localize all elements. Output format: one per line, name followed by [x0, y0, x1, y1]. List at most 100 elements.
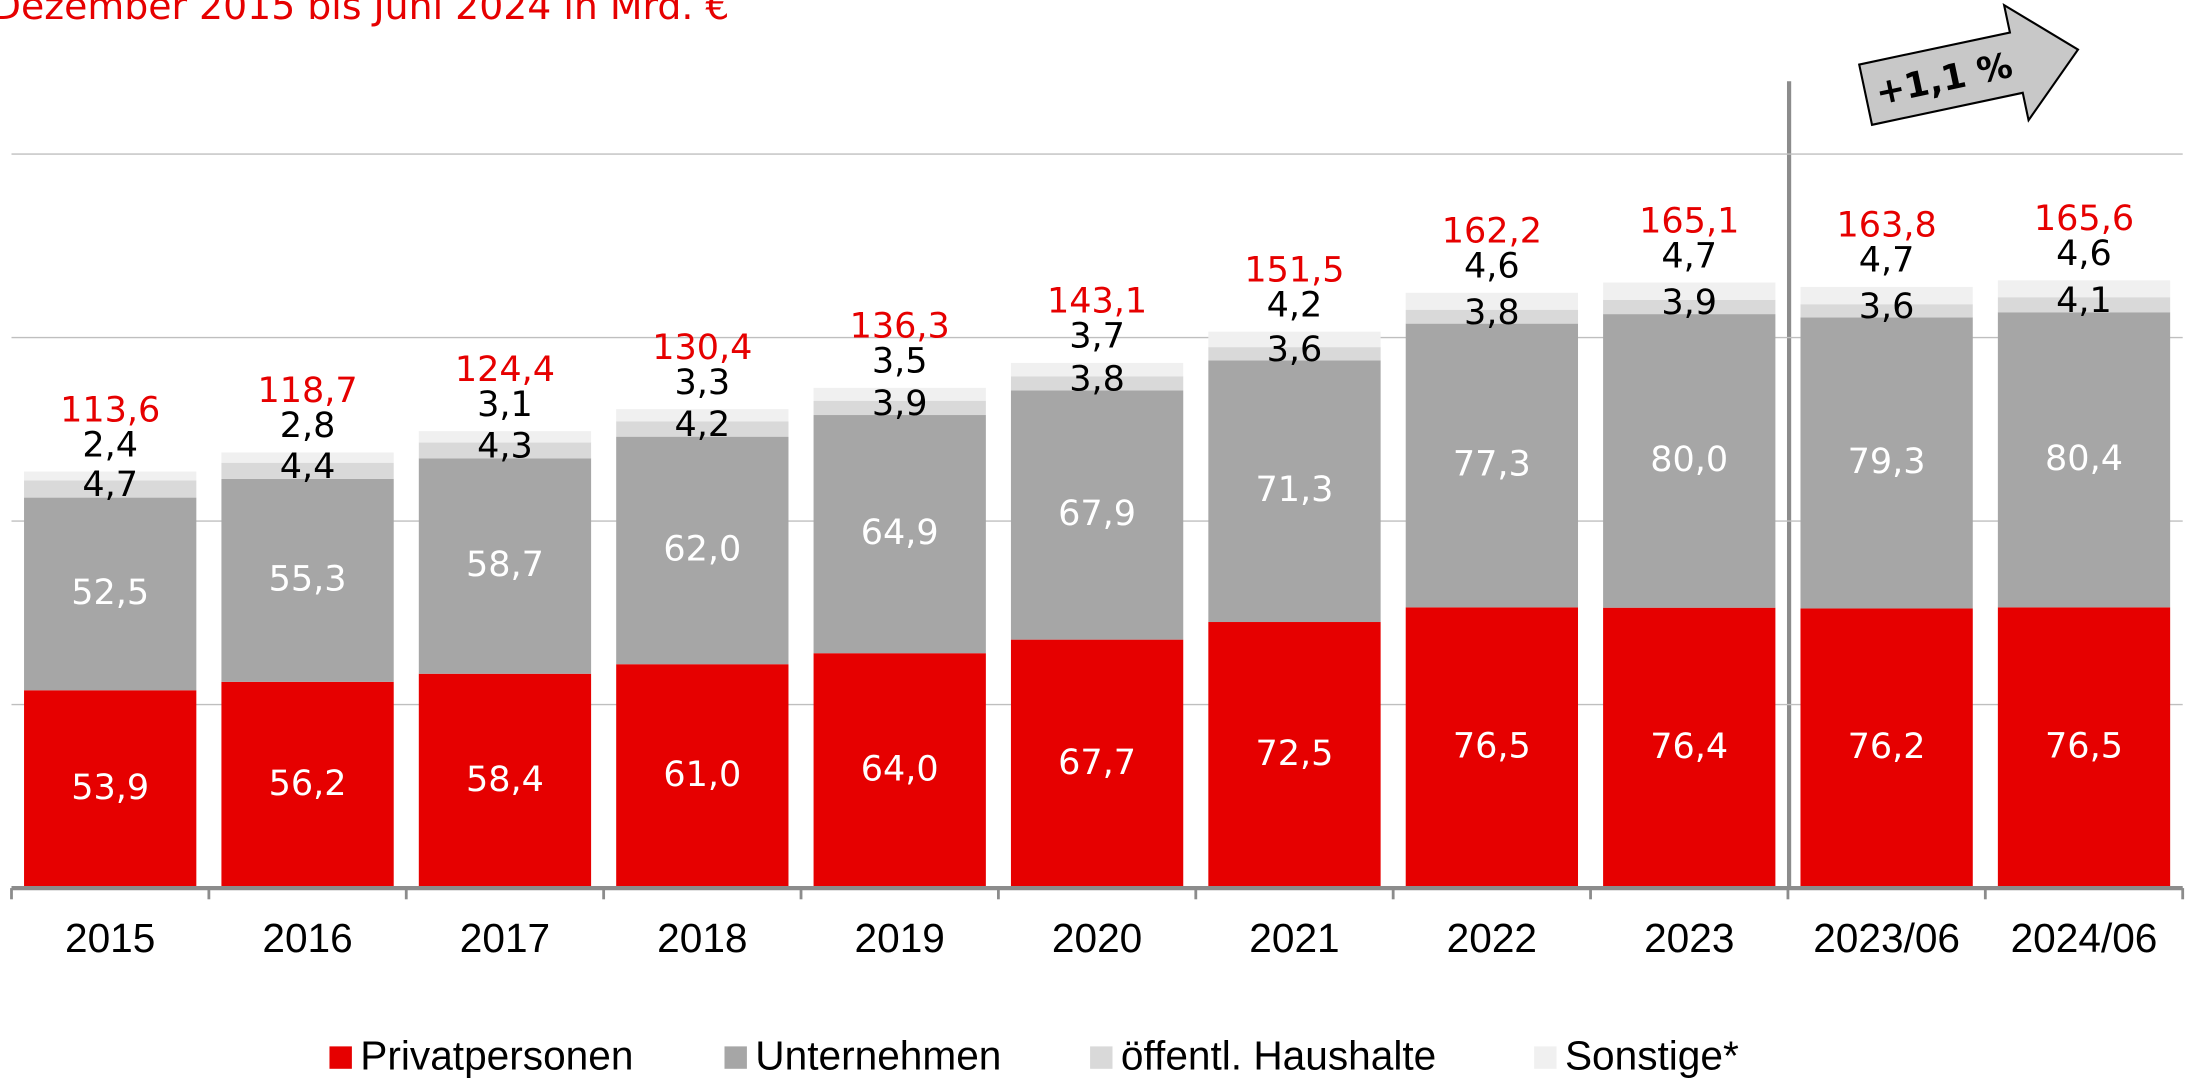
bar-segment [616, 664, 789, 889]
total-label: 165,1 [1639, 201, 1739, 241]
value-label: 72,5 [1256, 734, 1334, 774]
bar-segment [1208, 347, 1381, 361]
total-label: 118,7 [257, 371, 357, 411]
value-label: 4,6 [2056, 234, 2112, 274]
total-label: 113,6 [60, 390, 160, 430]
value-label: 3,1 [477, 385, 533, 425]
value-label: 53,9 [71, 768, 149, 808]
bar-segment [1405, 323, 1579, 608]
value-label: 4,7 [82, 465, 138, 505]
value-label: 4,2 [1267, 286, 1323, 326]
value-label: 76,5 [1453, 727, 1531, 767]
value-label: 4,4 [280, 447, 336, 487]
bar-segment [24, 480, 197, 498]
bar-segment [813, 415, 986, 654]
bar-segment [1010, 362, 1184, 377]
value-label: 71,3 [1256, 470, 1334, 510]
bar-segment [1405, 607, 1579, 889]
chart-subtitle: Dezember 2015 bis Juni 2024 in Mrd. € [0, 0, 729, 28]
bar-segment [1208, 360, 1381, 623]
legend-swatch [1090, 1046, 1113, 1069]
bar-segment [1208, 622, 1381, 889]
x-tick-label: 2020 [1052, 915, 1142, 961]
value-label: 67,9 [1058, 494, 1136, 534]
value-label: 56,2 [269, 764, 347, 804]
x-tick-label: 2015 [65, 915, 155, 961]
x-tick-label: 2024/06 [2011, 915, 2158, 961]
value-label: 3,3 [674, 363, 730, 403]
total-label: 130,4 [652, 328, 752, 368]
value-label: 67,7 [1058, 743, 1136, 783]
bar-segment [616, 436, 789, 665]
bar-segment [221, 452, 394, 463]
bar-segment [1010, 390, 1184, 640]
bar-segment [813, 387, 986, 401]
bar-segment [418, 431, 592, 443]
value-label: 3,5 [872, 342, 928, 382]
value-label: 4,6 [1464, 247, 1520, 287]
value-label: 61,0 [663, 755, 741, 795]
bar-segment [24, 497, 197, 691]
bar-segment [1997, 297, 2171, 313]
value-label: 58,7 [466, 545, 544, 585]
bar-segment [813, 400, 986, 416]
value-label: 76,5 [2045, 727, 2123, 767]
bar-segment [1603, 314, 1776, 608]
bar-segment [221, 462, 394, 479]
value-label: 80,4 [2045, 439, 2123, 479]
value-label: 3,8 [1069, 360, 1125, 400]
total-label: 163,8 [1837, 206, 1937, 246]
bar-segment [813, 653, 986, 889]
value-label: 4,7 [1661, 236, 1717, 276]
bar-segment [1208, 331, 1381, 348]
value-label: 62,0 [663, 529, 741, 569]
value-label: 4,7 [1859, 241, 1915, 281]
bar-segment [1800, 304, 1973, 318]
bar-segment [1405, 309, 1579, 324]
bar-segment [616, 409, 789, 422]
total-label: 143,1 [1047, 282, 1147, 322]
value-label: 2,8 [280, 406, 336, 446]
value-label: 3,9 [872, 384, 928, 424]
bar-segment [221, 681, 394, 889]
legend-swatch [329, 1046, 352, 1069]
legend-label: Sonstige* [1565, 1033, 1739, 1079]
total-label: 165,6 [2034, 199, 2134, 239]
value-label: 52,5 [71, 573, 149, 613]
bar-segment [1800, 608, 1973, 889]
value-label: 55,3 [269, 559, 347, 599]
value-label: 80,0 [1650, 440, 1728, 480]
total-label: 151,5 [1244, 250, 1344, 290]
bar-segment [1603, 299, 1776, 315]
bar-segment [1997, 312, 2171, 608]
x-tick-label: 2023 [1644, 915, 1734, 961]
value-label: 64,9 [861, 513, 939, 553]
legend-swatch [724, 1046, 747, 1069]
value-label: 76,4 [1650, 727, 1728, 767]
x-tick-label: 2019 [855, 915, 945, 961]
value-label: 77,3 [1453, 444, 1531, 484]
value-label: 64,0 [861, 750, 939, 790]
bar-segment [1603, 282, 1776, 300]
bar-segment [1800, 317, 1973, 609]
x-tick-label: 2021 [1249, 915, 1339, 961]
bar-segment [1800, 286, 1973, 305]
bar-segment [1405, 292, 1579, 310]
value-label: 3,8 [1464, 293, 1520, 333]
x-tick-label: 2022 [1447, 915, 1537, 961]
value-label: 76,2 [1848, 727, 1926, 767]
bar-segment [24, 690, 197, 889]
x-tick-label: 2017 [460, 915, 550, 961]
legend-label: öffentl. Haushalte [1121, 1033, 1436, 1079]
x-tick-label: 2018 [657, 915, 747, 961]
bar-segment [1997, 280, 2171, 298]
arrow-shape [1857, 2, 2080, 127]
value-label: 3,6 [1267, 330, 1323, 370]
legend-label: Unternehmen [755, 1033, 1001, 1079]
legend-label: Privatpersonen [360, 1033, 633, 1079]
bar-segment [221, 478, 394, 682]
trend-arrow: +1,1 % [1857, 2, 2080, 127]
x-tick-label: 2023/06 [1813, 915, 1960, 961]
